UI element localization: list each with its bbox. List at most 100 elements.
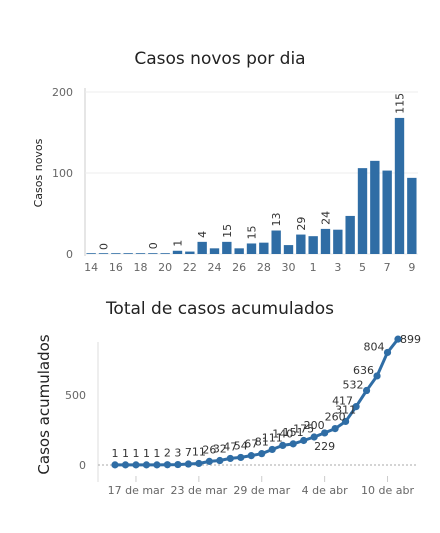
bar <box>209 248 220 254</box>
bar-x-tick-label: 9 <box>408 261 415 274</box>
line-x-tick-label: 17 de mar <box>108 484 165 497</box>
line-x-tick-label: 29 de mar <box>233 484 290 497</box>
bar <box>135 253 146 254</box>
line-point <box>174 460 182 469</box>
line-point <box>121 461 130 469</box>
bar-y-axis-label: Casos novos <box>32 138 45 207</box>
bar <box>283 245 294 254</box>
bar-data-label: 0 <box>147 242 160 249</box>
line-data-label: 804 <box>364 340 385 353</box>
line-data-label: 175 <box>293 423 314 436</box>
bar <box>123 253 133 254</box>
bar-data-label: 1 <box>172 240 185 247</box>
line-point <box>383 348 392 357</box>
line-point <box>341 417 350 426</box>
line-data-label: 47 <box>223 440 237 453</box>
bar-chart-title: Casos novos por dia <box>134 49 305 69</box>
bar <box>259 242 269 254</box>
line-data-label: 67 <box>244 438 258 451</box>
line-x-tick-label: 4 de abr <box>302 484 348 497</box>
line-point <box>352 403 360 411</box>
line-data-label: 1 <box>122 447 129 460</box>
line-point <box>132 461 140 469</box>
bar-x-tick-label: 3 <box>334 261 341 274</box>
bar-data-label: 115 <box>394 93 407 114</box>
line-data-label: 81 <box>255 436 269 449</box>
line-point <box>289 440 297 448</box>
bar <box>271 230 281 254</box>
line-data-label: 1 <box>153 447 160 460</box>
line-data-label: 3 <box>174 447 181 460</box>
bar-x-tick-label: 20 <box>158 261 172 274</box>
line-x-tick-label: 23 de mar <box>170 484 227 497</box>
line-chart-title: Total de casos acumulados <box>105 299 334 319</box>
line-point <box>300 436 308 445</box>
bar <box>333 229 343 254</box>
bar-x-tick-label: 14 <box>84 261 98 274</box>
bar <box>407 177 417 254</box>
line-point <box>237 453 245 462</box>
bar-data-label: 0 <box>98 243 111 250</box>
line-data-label: 532 <box>343 379 364 392</box>
line-data-label: 1 <box>112 447 119 460</box>
line-point <box>205 457 213 465</box>
line-point <box>184 460 192 468</box>
bar-x-tick-label: 5 <box>359 261 366 274</box>
line-data-label: 26 <box>202 443 216 456</box>
bar-y-tick-label: 100 <box>52 167 73 180</box>
line-x-tick-label: 10 de abr <box>361 484 414 497</box>
line-data-label: 111 <box>262 431 283 444</box>
bar-x-tick-label: 22 <box>183 261 197 274</box>
line-data-label: 140 <box>272 427 293 440</box>
line-point <box>373 372 381 380</box>
line-data-label: 899 <box>400 333 421 346</box>
line-point <box>394 335 402 343</box>
line-point <box>279 441 287 449</box>
line-point <box>195 459 203 468</box>
bar-data-label: 4 <box>196 231 209 238</box>
bar <box>172 250 183 254</box>
bar-x-tick-label: 18 <box>134 261 148 274</box>
bar-x-tick-label: 7 <box>384 261 391 274</box>
bar-x-tick-label: 26 <box>232 261 246 274</box>
line-point <box>142 461 151 469</box>
bar-x-tick-label: 30 <box>282 261 296 274</box>
line-data-label: 2 <box>164 447 171 460</box>
line-y-tick-label: 500 <box>65 389 86 402</box>
line-data-label: 260 <box>325 411 346 424</box>
line-point <box>362 386 371 395</box>
bar <box>370 160 380 254</box>
line-data-label: 311 <box>335 403 356 416</box>
bar <box>148 253 158 254</box>
bar <box>357 168 368 254</box>
bar <box>345 215 355 254</box>
line-data-label: 636 <box>353 364 374 377</box>
line-series-path <box>115 338 400 467</box>
bar-x-tick-label: 16 <box>109 261 123 274</box>
line-point <box>258 450 266 458</box>
bar-data-label: 15 <box>246 225 259 239</box>
bar-y-tick-label: 200 <box>52 86 73 99</box>
bar <box>111 253 121 254</box>
line-point <box>321 429 329 437</box>
bar <box>382 170 392 254</box>
line-point <box>153 461 161 469</box>
bar <box>160 253 170 254</box>
bar <box>308 236 318 254</box>
bar <box>394 117 405 254</box>
line-point <box>268 445 276 454</box>
bar-data-label: 15 <box>221 224 234 238</box>
line-data-label: 7 <box>185 446 192 459</box>
line-point <box>163 461 172 469</box>
line-data-label: 200 <box>304 419 325 432</box>
bar-data-label: 13 <box>270 213 283 227</box>
line-y-axis-label: Casos acumulados <box>35 334 53 474</box>
bar <box>86 253 96 254</box>
line-point <box>111 461 119 469</box>
line-point <box>247 452 255 460</box>
bar-data-label: 24 <box>320 211 333 225</box>
line-data-label: 1 <box>132 447 139 460</box>
bar <box>98 253 109 254</box>
